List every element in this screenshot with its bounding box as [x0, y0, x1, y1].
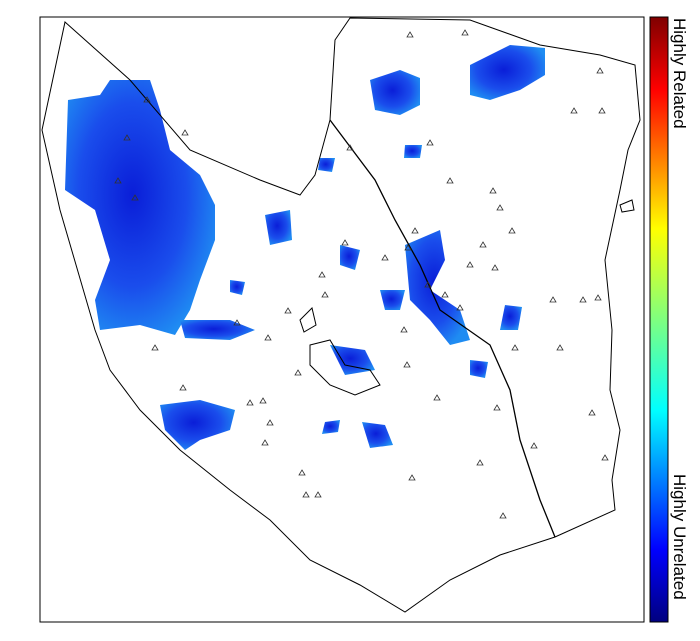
colorbar-bottom-label: Highly Unrelated [670, 474, 689, 600]
site-markers [114, 29, 609, 519]
colorbar [649, 16, 669, 623]
heat-blobs [65, 45, 545, 450]
colorbar-top-label: Highly Related [670, 18, 689, 129]
region-boundary [41, 17, 641, 613]
